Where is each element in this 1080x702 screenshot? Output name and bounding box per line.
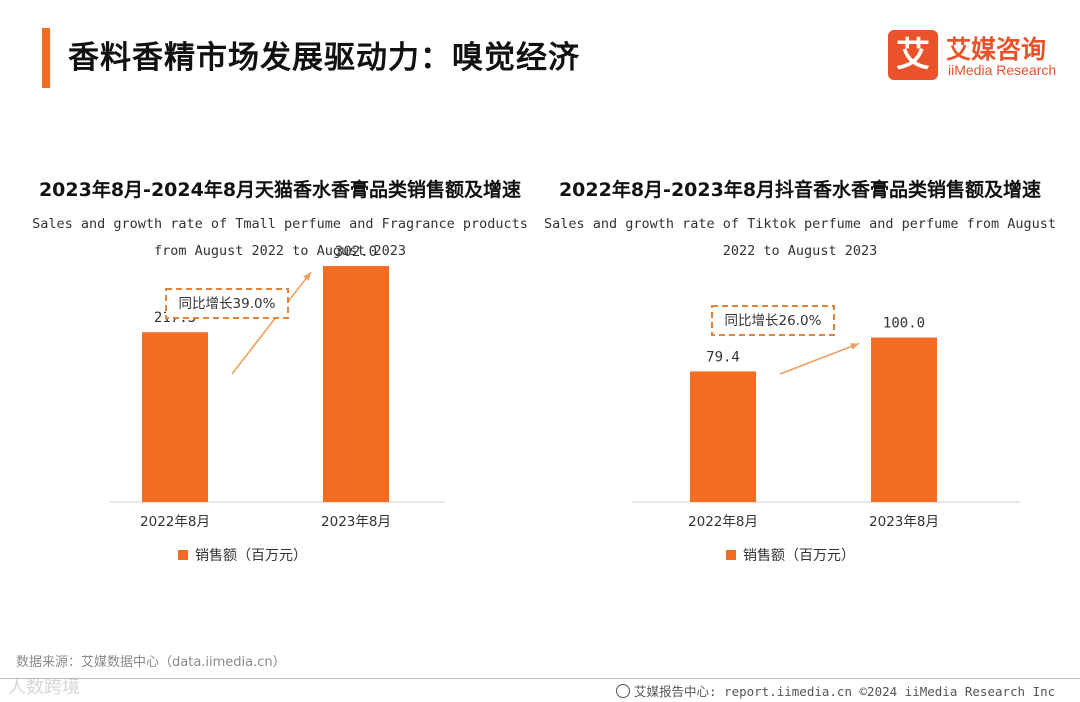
- growth-arrow-head: [303, 272, 311, 281]
- growth-annotation-box: [711, 305, 835, 336]
- bar-chart: 217.32022年8月302.02023年8月同比增长39.0%销售额（百万元…: [110, 244, 445, 564]
- data-label: 302.0: [335, 244, 377, 260]
- growth-annotation: 同比增长26.0%: [725, 313, 822, 329]
- data-label: 100.0: [883, 316, 925, 332]
- legend-swatch: [178, 550, 188, 560]
- brand-logo-icon: 艾: [888, 30, 938, 80]
- bar-chart: 79.4 2022年8月 100.0 2023年8月 同比增长26.0% 销售额（百万元）: [632, 305, 1020, 564]
- chart-subtitle: Sales and growth rate of Tmall perfume a…: [20, 211, 540, 265]
- title-accent-bar: [42, 28, 50, 88]
- data-label: 79.4: [706, 349, 740, 365]
- globe-icon: [616, 684, 630, 698]
- tmall-chart-panel: 2023年8月-2024年8月天猫香水香膏品类销售额及增速 Sales and …: [20, 175, 540, 575]
- footer-text: 艾媒报告中心: report.iimedia.cn ©2024 iiMedia …: [634, 684, 1056, 699]
- growth-annotation: 同比增长39.0%: [179, 296, 276, 312]
- tiktok-chart-panel: 2022年8月-2023年8月抖音香水香膏品类销售额及增速 Sales and …: [540, 175, 1060, 575]
- bar: [871, 337, 937, 502]
- data-source-note: 数据来源：艾媒数据中心（data.iimedia.cn）: [16, 655, 286, 670]
- watermark: 人数跨境: [8, 677, 80, 698]
- x-tick-label: 2023年8月: [321, 514, 391, 530]
- legend-swatch: [726, 550, 736, 560]
- chart-subtitle-line: Sales and growth rate of Tiktok perfume …: [543, 216, 1057, 232]
- chart-title: 2023年8月-2024年8月天猫香水香膏品类销售额及增速: [38, 179, 522, 201]
- bar: [142, 332, 208, 502]
- footer-divider: [0, 678, 1080, 679]
- chart-subtitle-line: from August 2022 to August 2023: [154, 243, 406, 259]
- growth-annotation-box: [165, 288, 289, 319]
- brand-name-en: iiMedia Research: [948, 62, 1057, 78]
- page-title: 香料香精市场发展驱动力：嗅觉经济: [68, 40, 580, 76]
- brand-name-cn: 艾媒咨询: [946, 35, 1047, 64]
- legend-label: 销售额（百万元）: [743, 548, 855, 564]
- growth-arrow: [231, 271, 312, 375]
- growth-arrow: [779, 342, 860, 375]
- x-tick-label: 2023年8月: [869, 514, 939, 530]
- legend-label: 销售额（百万元）: [195, 548, 307, 564]
- chart-title: 2022年8月-2023年8月抖音香水香膏品类销售额及增速: [558, 179, 1042, 201]
- bar: [323, 266, 389, 502]
- chart-subtitle-line: Sales and growth rate of Tmall perfume a…: [32, 216, 528, 232]
- growth-arrow-head: [850, 343, 859, 350]
- bar: [690, 371, 756, 502]
- x-tick-label: 2022年8月: [688, 514, 758, 530]
- brand-logo: 艾 艾媒咨询 iiMedia Research: [888, 30, 1058, 82]
- footer-report-center[interactable]: 艾媒报告中心: report.iimedia.cn ©2024 iiMedia …: [616, 681, 1055, 700]
- chart-subtitle: Sales and growth rate of Tiktok perfume …: [540, 211, 1060, 265]
- x-tick-label: 2022年8月: [140, 514, 210, 530]
- chart-subtitle-line: 2022 to August 2023: [722, 243, 878, 259]
